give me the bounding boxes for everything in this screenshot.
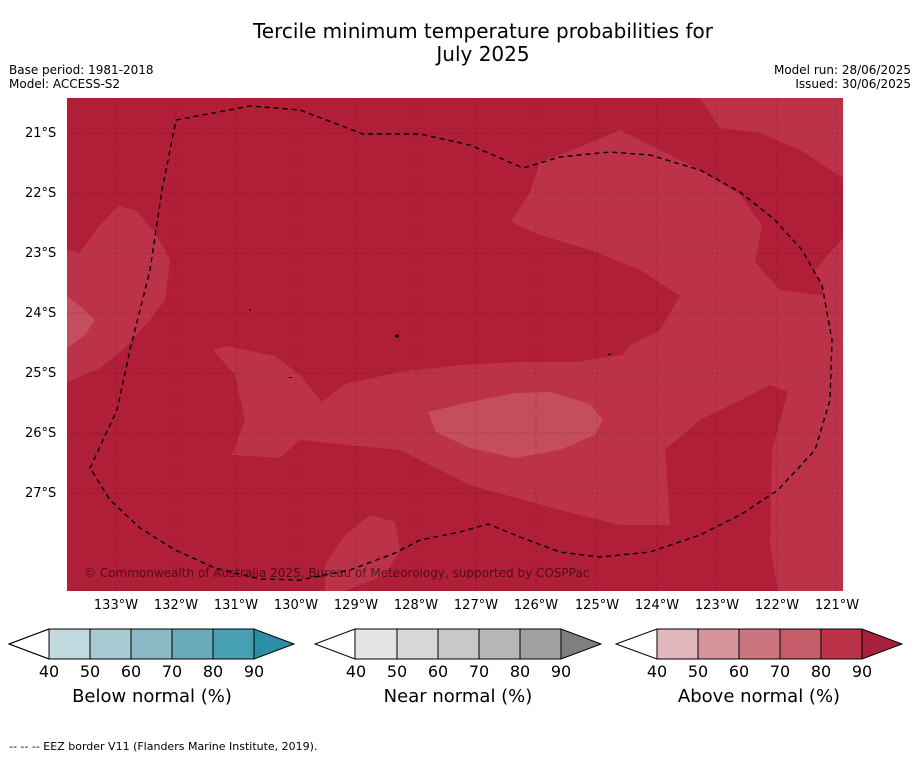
title-line-2: July 2025 [436,42,530,66]
eez-legend-note: -- -- -- EEZ border V11 (Flanders Marine… [9,740,318,753]
colorbar-title-below: Below normal (%) [72,686,232,707]
colorbar-tick: 40 [345,662,367,681]
lon-label: 132°W [153,598,199,613]
colorbar-tick: 70 [769,662,791,681]
colorbar-tick: 70 [161,662,183,681]
colorbar-tick: 50 [79,662,101,681]
copyright-notice: © Commonwealth of Australia 2025, Bureau… [84,566,590,580]
lat-label: 26°S [25,426,57,441]
lon-label: 124°W [634,598,680,613]
lon-label: 127°W [453,598,499,613]
colorbar-tick: 50 [687,662,709,681]
lon-label: 133°W [93,598,139,613]
lon-label: 121°W [814,598,860,613]
colorbar-extend-low [315,629,355,659]
graticule [67,98,843,591]
colorbar-tick: 40 [38,662,60,681]
colorbar-tick: 90 [851,662,873,681]
colorbar-swatch [49,629,90,659]
colorbar-swatch [355,629,397,659]
colorbar-extend-high [561,629,601,659]
meta-right: Model run: 28/06/2025 Issued: 30/06/2025 [774,63,911,91]
colorbar-near-normal [314,628,603,660]
lon-label: 130°W [273,598,319,613]
region-70-80-bottom [325,515,400,591]
colorbar-tick: 40 [646,662,668,681]
colorbar-tick: 50 [386,662,408,681]
colorbar-tick: 90 [550,662,572,681]
colorbar-swatch [479,629,520,659]
colorbar-swatch [438,629,479,659]
lat-label: 22°S [25,186,57,201]
model-run: Model run: 28/06/2025 [773,63,911,77]
lat-label: 24°S [25,306,57,321]
colorbar-title-above: Above normal (%) [677,686,841,707]
colorbar-tick: 60 [728,662,750,681]
colorbar-extend-high [862,629,902,659]
region-60-70-left [67,296,95,348]
colorbar-tick: 80 [810,662,832,681]
lon-label: 129°W [333,598,379,613]
meta-left: Base period: 1981-2018 Model: ACCESS-S2 [9,63,154,91]
region-70-80-central [213,130,843,591]
colorbar-title-near: Near normal (%) [383,686,533,707]
islands [249,309,611,378]
lat-label: 21°S [25,126,57,141]
colorbar-below-normal [8,628,296,660]
colorbar-swatch [780,629,821,659]
region-70-80-top-right [700,98,843,178]
region-60-70-central [428,392,603,458]
colorbar-tick: 90 [243,662,265,681]
colorbar-above-normal [615,628,904,660]
colorbar-extend-high [254,629,294,659]
lon-label: 123°W [694,598,740,613]
lat-label: 23°S [25,246,57,261]
colorbar-extend-low [8,628,50,660]
colorbar-tick: 60 [120,662,142,681]
colorbar-tick: 80 [202,662,224,681]
lon-label: 126°W [513,598,559,613]
colorbar-tick: 60 [427,662,449,681]
colorbar-swatch [397,629,438,659]
colorbar-swatch [657,629,698,659]
colorbar-tick: 70 [468,662,490,681]
lon-label: 125°W [574,598,620,613]
title-line-1: Tercile minimum temperature probabilitie… [252,19,714,43]
lon-label: 131°W [213,598,259,613]
colorbar-swatch [213,629,254,659]
region-70-80-left [67,206,170,382]
issued-date: Issued: 30/06/2025 [795,77,911,91]
chart-title: Tercile minimum temperature probabilitie… [0,20,919,66]
colorbar-swatch [90,629,131,659]
model-name: Model: ACCESS-S2 [9,77,121,91]
colorbar-extend-low [616,629,657,659]
colorbar-swatch [131,629,172,659]
eez-border [89,105,833,581]
colorbar-swatch [698,629,739,659]
lon-label: 122°W [754,598,800,613]
colorbar-swatch [172,629,213,659]
colorbar-swatch [520,629,561,659]
lon-label: 128°W [393,598,439,613]
colorbar-tick: 80 [509,662,531,681]
colorbar-swatch [821,629,862,659]
lat-label: 25°S [25,366,57,381]
lat-label: 27°S [25,486,57,501]
colorbar-swatch [739,629,780,659]
base-period: Base period: 1981-2018 [9,63,154,77]
